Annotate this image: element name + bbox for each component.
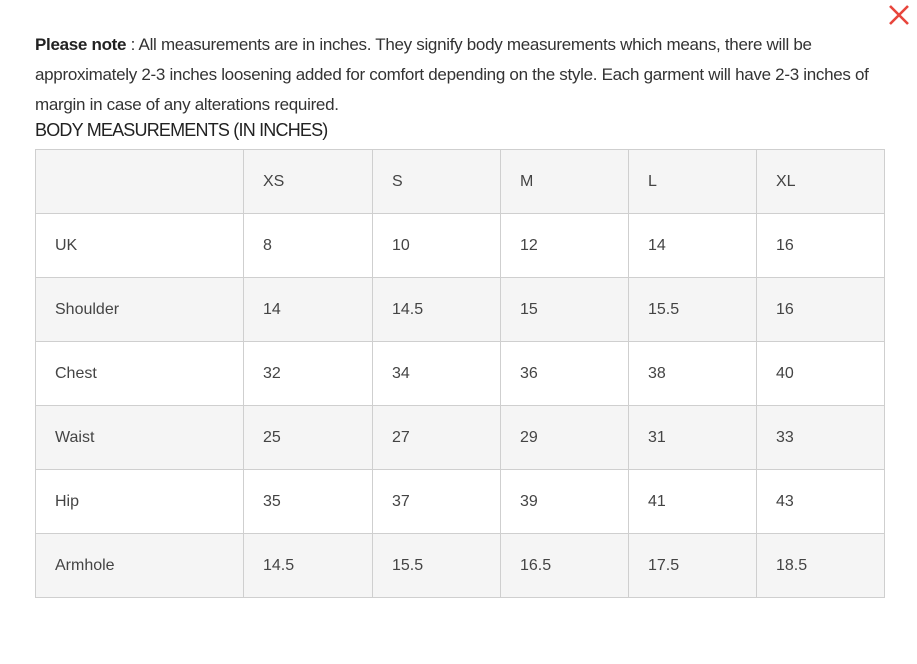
- row-label-cell: Hip: [35, 469, 244, 534]
- note-text: Please note : All measurements are in in…: [35, 30, 885, 120]
- value-cell: 25: [243, 405, 373, 470]
- value-cell: 14: [243, 277, 373, 342]
- value-cell: 16.5: [500, 533, 629, 598]
- table-row: Shoulder 14 14.5 15 15.5 16: [35, 277, 885, 342]
- value-cell: 14.5: [372, 277, 501, 342]
- table-row: Armhole 14.5 15.5 16.5 17.5 18.5: [35, 533, 885, 598]
- value-cell: 39: [500, 469, 629, 534]
- value-cell: 17.5: [628, 533, 757, 598]
- table-title: BODY MEASUREMENTS (IN INCHES): [35, 120, 328, 140]
- note-label: Please note: [35, 35, 127, 54]
- header-cell: S: [372, 149, 501, 214]
- table-row: Waist 25 27 29 31 33: [35, 405, 885, 470]
- header-cell: [35, 149, 244, 214]
- row-label-cell: Armhole: [35, 533, 244, 598]
- value-cell: 37: [372, 469, 501, 534]
- table-row: Hip 35 37 39 41 43: [35, 469, 885, 534]
- header-cell: M: [500, 149, 629, 214]
- value-cell: 36: [500, 341, 629, 406]
- value-cell: 18.5: [756, 533, 885, 598]
- value-cell: 10: [372, 213, 501, 278]
- value-cell: 27: [372, 405, 501, 470]
- close-icon: [889, 5, 909, 25]
- value-cell: 14.5: [243, 533, 373, 598]
- header-cell: XS: [243, 149, 373, 214]
- value-cell: 8: [243, 213, 373, 278]
- value-cell: 16: [756, 277, 885, 342]
- header-cell: XL: [756, 149, 885, 214]
- value-cell: 41: [628, 469, 757, 534]
- row-label-cell: Shoulder: [35, 277, 244, 342]
- value-cell: 15.5: [372, 533, 501, 598]
- value-cell: 40: [756, 341, 885, 406]
- header-cell: L: [628, 149, 757, 214]
- row-label-cell: UK: [35, 213, 244, 278]
- table-row: Chest 32 34 36 38 40: [35, 341, 885, 406]
- value-cell: 38: [628, 341, 757, 406]
- value-cell: 14: [628, 213, 757, 278]
- table-row: UK 8 10 12 14 16: [35, 213, 885, 278]
- value-cell: 15.5: [628, 277, 757, 342]
- value-cell: 15: [500, 277, 629, 342]
- value-cell: 32: [243, 341, 373, 406]
- value-cell: 35: [243, 469, 373, 534]
- row-label-cell: Waist: [35, 405, 244, 470]
- value-cell: 29: [500, 405, 629, 470]
- value-cell: 12: [500, 213, 629, 278]
- header-row: XS S M L XL: [35, 149, 885, 214]
- value-cell: 16: [756, 213, 885, 278]
- row-label-cell: Chest: [35, 341, 244, 406]
- close-button[interactable]: [887, 3, 911, 27]
- value-cell: 31: [628, 405, 757, 470]
- value-cell: 33: [756, 405, 885, 470]
- value-cell: 34: [372, 341, 501, 406]
- size-chart-table: XS S M L XL UK 8 10 12 14 16 Shoulder 14 14.5 15 15.5 16…: [35, 149, 885, 598]
- note-body: : All measurements are in inches. They s…: [35, 35, 869, 114]
- value-cell: 43: [756, 469, 885, 534]
